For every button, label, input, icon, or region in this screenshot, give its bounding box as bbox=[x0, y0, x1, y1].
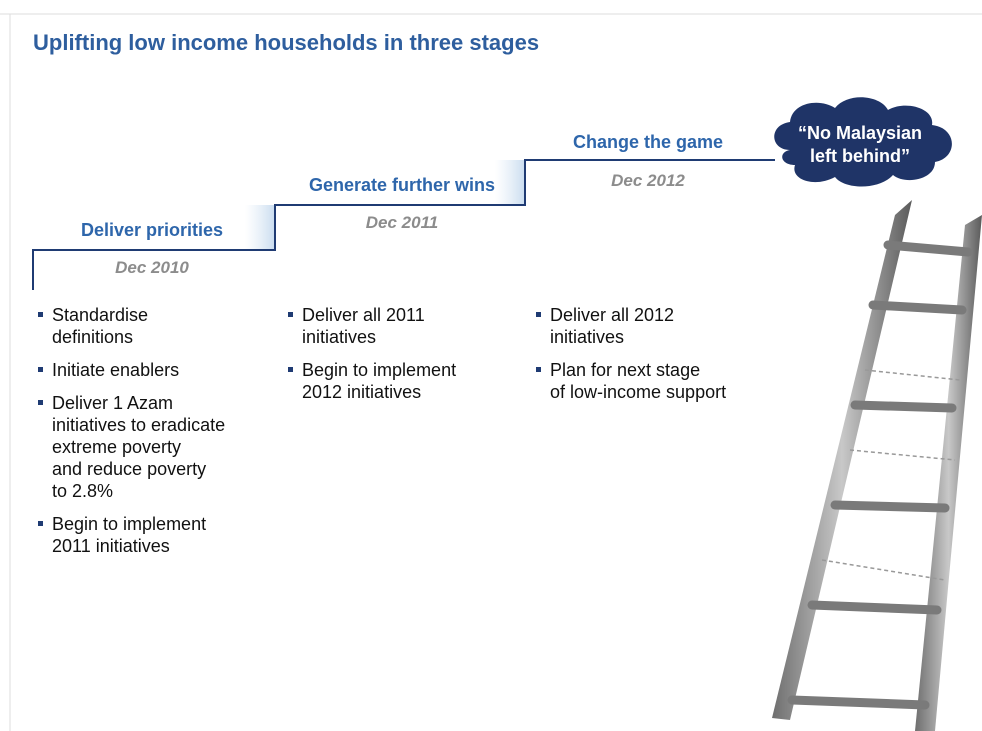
bullet-item: Begin to implement 2011 initiatives bbox=[38, 513, 278, 557]
callout: “No Malaysian left behind” bbox=[770, 122, 950, 168]
stage-date: Dec 2011 bbox=[365, 213, 439, 232]
bullet-line: Plan for next stage bbox=[550, 360, 701, 380]
stage-label: Generate further wins bbox=[308, 175, 496, 195]
bullet-item: Deliver all 2012 initiatives bbox=[536, 304, 776, 348]
bullet-line: extreme poverty bbox=[52, 437, 182, 457]
bullet-line: 2012 initiatives bbox=[302, 382, 422, 402]
bullet-line: initiatives to eradicate bbox=[52, 415, 226, 435]
bullet-line: Begin to implement bbox=[302, 360, 457, 380]
bullet-line: Initiate enablers bbox=[52, 360, 180, 380]
bullet-line: Deliver all 2012 bbox=[550, 305, 675, 325]
step-shade bbox=[245, 205, 275, 250]
stage-label: Deliver priorities bbox=[80, 220, 224, 240]
bullet-list: Standardise definitions Initiate enablers D… bbox=[38, 304, 278, 568]
bullet-line: definitions bbox=[52, 327, 134, 347]
stage-date: Dec 2012 bbox=[611, 171, 685, 190]
bullet-line: and reduce poverty bbox=[52, 459, 207, 479]
callout-line: “No Malaysian bbox=[797, 123, 923, 143]
cloud bbox=[774, 97, 952, 187]
bullet-item: Plan for next stage of low-income support bbox=[536, 359, 776, 403]
callout-line: left behind” bbox=[810, 146, 910, 166]
bullet-list: Deliver all 2012 initiatives Plan for next… bbox=[536, 304, 776, 414]
bullet-item: Begin to implement 2012 initiatives bbox=[288, 359, 528, 403]
slide-title: Uplifting low income households in three… bbox=[33, 30, 540, 55]
bullet-line: Deliver all 2011 bbox=[302, 305, 425, 325]
stage-label: Change the game bbox=[572, 132, 724, 152]
bullet-item: Standardise definitions bbox=[38, 304, 278, 348]
bullet-line: of low-income support bbox=[550, 382, 727, 402]
bullet-item: Initiate enablers bbox=[38, 359, 278, 381]
stage-date: Dec 2010 bbox=[115, 258, 189, 277]
bullet-list: Deliver all 2011 initiatives Begin to impl… bbox=[288, 304, 528, 414]
bullet-item: Deliver 1 Azam initiatives to eradicate ex… bbox=[38, 392, 278, 502]
bullet-line: 2011 initiatives bbox=[52, 536, 170, 556]
ladder bbox=[772, 200, 982, 731]
bullet-line: initiatives bbox=[302, 327, 377, 347]
bullet-line: Begin to implement bbox=[52, 514, 207, 534]
bullet-line: initiatives bbox=[550, 327, 625, 347]
bullet-line: to 2.8% bbox=[52, 481, 114, 501]
step-shade bbox=[495, 160, 525, 205]
bullet-line: Standardise bbox=[52, 305, 149, 325]
bullet-item: Deliver all 2011 initiatives bbox=[288, 304, 528, 348]
step-line bbox=[32, 159, 775, 290]
bullet-line: Deliver 1 Azam bbox=[52, 393, 174, 413]
